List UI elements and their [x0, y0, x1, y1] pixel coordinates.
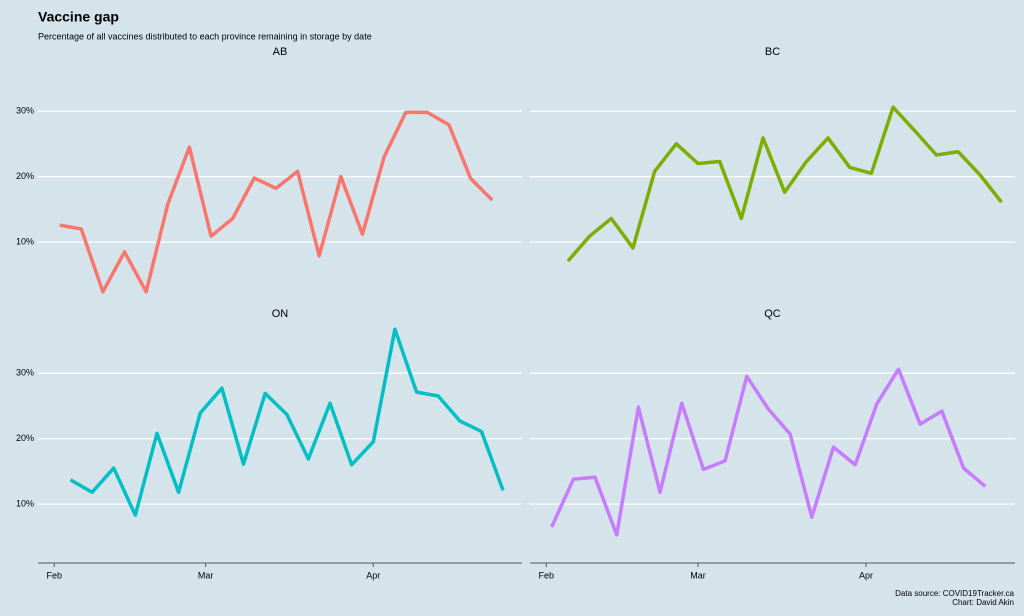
line: [550, 367, 987, 537]
y-tick-label: 20%: [16, 433, 34, 443]
x-tick-label: Mar: [198, 570, 214, 580]
y-tick-label: 30%: [16, 367, 34, 377]
line: [59, 110, 494, 294]
x-tick-label: Feb: [538, 570, 554, 580]
y-tick-label: 20%: [16, 171, 34, 181]
credit: Chart: David Akin: [952, 598, 1014, 607]
panel-title: AB: [273, 46, 288, 58]
panel-title: QC: [764, 308, 781, 320]
y-tick-label: 10%: [16, 236, 34, 246]
line: [566, 105, 1003, 263]
panel-title: ON: [272, 308, 289, 320]
y-tick-label: 30%: [16, 105, 34, 115]
chart-subtitle: Percentage of all vaccines distributed t…: [38, 31, 372, 41]
y-tick-label: 10%: [16, 498, 34, 508]
x-tick-label: Mar: [690, 570, 706, 580]
panel-title: BC: [765, 46, 780, 58]
chart-title: Vaccine gap: [38, 9, 119, 25]
source: Data source: COVID19Tracker.ca: [895, 589, 1014, 598]
x-tick-label: Apr: [366, 570, 380, 580]
x-tick-label: Feb: [46, 570, 62, 580]
x-tick-label: Apr: [859, 570, 873, 580]
line: [69, 327, 505, 517]
